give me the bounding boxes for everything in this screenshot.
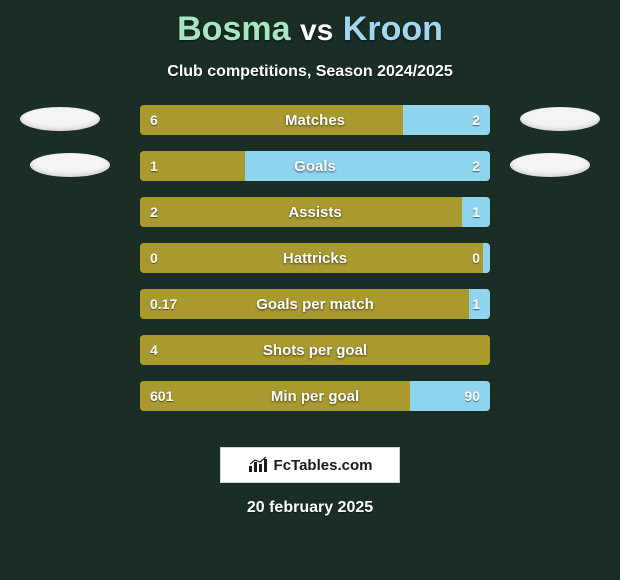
value-right: 1 xyxy=(462,289,490,319)
stat-row: 60190Min per goal xyxy=(140,381,490,411)
title-vs: vs xyxy=(300,14,333,47)
subtitle: Club competitions, Season 2024/2025 xyxy=(0,63,620,81)
value-right: 2 xyxy=(462,151,490,181)
value-right: 1 xyxy=(462,197,490,227)
bar-left xyxy=(140,335,490,365)
value-right: 0 xyxy=(462,243,490,273)
value-right: 2 xyxy=(462,105,490,135)
chart-area: 62Matches12Goals21Assists00Hattricks0.17… xyxy=(0,105,620,435)
value-left: 0.17 xyxy=(140,289,187,319)
stat-row: 21Assists xyxy=(140,197,490,227)
bar-left xyxy=(140,105,403,135)
value-left: 4 xyxy=(140,335,168,365)
team-badge-left-1 xyxy=(20,107,100,131)
value-left: 601 xyxy=(140,381,183,411)
bar-left xyxy=(140,243,483,273)
bar-left xyxy=(140,289,469,319)
comparison-date: 20 february 2025 xyxy=(0,499,620,517)
stat-row: 12Goals xyxy=(140,151,490,181)
value-left: 0 xyxy=(140,243,168,273)
stat-row: 0.171Goals per match xyxy=(140,289,490,319)
bar-left xyxy=(140,197,462,227)
value-right xyxy=(470,335,490,365)
team-badge-right-2 xyxy=(510,153,590,177)
chart-icon xyxy=(248,457,268,473)
team-badge-left-2 xyxy=(30,153,110,177)
player-right-name: Kroon xyxy=(343,10,443,48)
bar-right xyxy=(245,151,490,181)
comparison-title: Bosma vs Kroon xyxy=(0,0,620,49)
value-left: 6 xyxy=(140,105,168,135)
team-badge-right-1 xyxy=(520,107,600,131)
stat-row: 00Hattricks xyxy=(140,243,490,273)
value-left: 1 xyxy=(140,151,168,181)
logo-text: FcTables.com xyxy=(274,457,373,474)
stat-row: 4Shots per goal xyxy=(140,335,490,365)
fctables-logo[interactable]: FcTables.com xyxy=(220,447,400,483)
value-left: 2 xyxy=(140,197,168,227)
comparison-rows: 62Matches12Goals21Assists00Hattricks0.17… xyxy=(140,105,490,427)
stat-row: 62Matches xyxy=(140,105,490,135)
player-left-name: Bosma xyxy=(177,10,290,48)
value-right: 90 xyxy=(454,381,490,411)
